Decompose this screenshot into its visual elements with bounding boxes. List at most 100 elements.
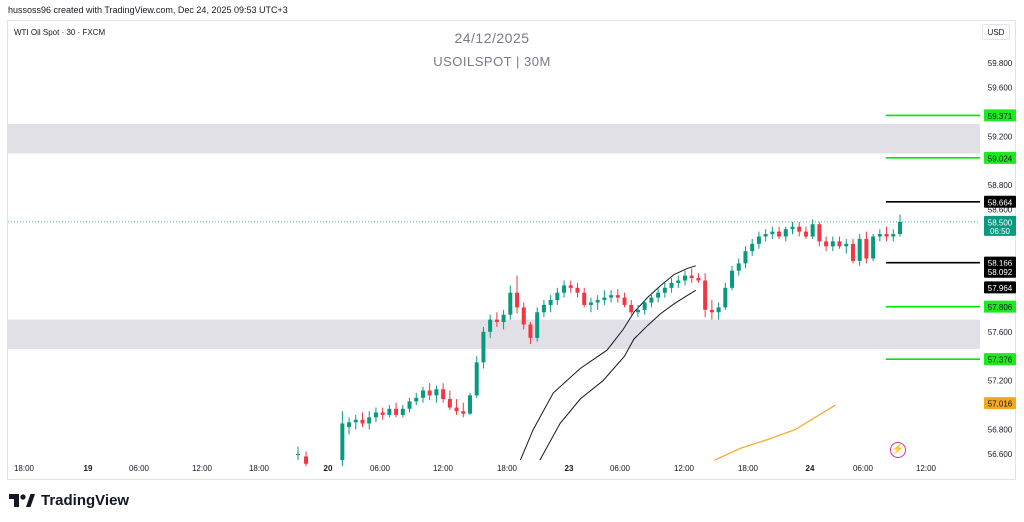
candle-body [394, 408, 399, 415]
candle-body [703, 280, 708, 310]
candle-body [427, 390, 432, 396]
candle-body [454, 407, 459, 412]
level-label: 58.166 [988, 259, 1013, 268]
y-tick-label: 57.600 [988, 328, 1013, 337]
candle-body [468, 395, 472, 414]
candle-body [595, 300, 600, 303]
candle-body [420, 390, 425, 398]
level-tag [984, 151, 1016, 164]
candle-body [857, 238, 862, 261]
axis-price-label: 58.092 [988, 268, 1013, 277]
candle-body [461, 411, 466, 414]
candle-body [824, 241, 829, 247]
candle-body [387, 408, 392, 415]
x-tick-label: 18:00 [497, 464, 518, 473]
candle-body [783, 229, 788, 237]
candle-body [850, 243, 855, 261]
tradingview-logo[interactable]: TradingView [9, 490, 129, 510]
candle-body [575, 287, 580, 293]
candle-body [770, 231, 775, 235]
x-tick-label: 06:00 [853, 464, 874, 473]
candle-body [730, 270, 735, 288]
candle-body [871, 236, 876, 259]
candle-body [447, 399, 452, 408]
level-label: 59.024 [988, 154, 1013, 163]
level-label: 58.664 [988, 198, 1013, 207]
flash-icon[interactable]: ⚡ [890, 442, 906, 458]
candle-body [373, 412, 378, 418]
candle-body [380, 412, 385, 415]
candle-body [844, 243, 849, 247]
candle-body [568, 285, 573, 288]
candle-body [304, 456, 309, 464]
candle-body [535, 312, 540, 338]
candle-body [548, 300, 553, 305]
price-chart[interactable]: 59.371 59.024 58.664 58.166 57.806 57.376 59.8… [8, 21, 1017, 481]
candle-body [635, 309, 640, 313]
candle-body [555, 292, 560, 301]
x-tick-label: 23 [565, 464, 574, 473]
candle-body [367, 417, 372, 424]
x-tick-label: 12:00 [916, 464, 937, 473]
candle-body [488, 319, 493, 332]
candle-body [521, 307, 526, 325]
candle-body [662, 287, 667, 293]
candle-body [588, 302, 593, 305]
x-tick-label: 20 [324, 464, 333, 473]
candle-body [898, 221, 902, 235]
candle-body [777, 231, 782, 237]
chart-frame[interactable]: 59.371 59.024 58.664 58.166 57.806 57.376 59.8… [7, 20, 1016, 480]
level-tag [984, 300, 1016, 313]
axis-price-label: 58.500 [988, 218, 1013, 227]
candle-body [817, 224, 822, 242]
candle-body [501, 314, 506, 323]
axis-price-tag [984, 397, 1016, 410]
candle-body [629, 304, 634, 313]
symbol-title: USOILSPOT | 30M [433, 54, 551, 69]
brand-name: TradingView [41, 491, 130, 509]
candle-body [541, 304, 546, 313]
moving-average-upper [519, 265, 696, 461]
axis-price-label: 57.016 [988, 400, 1013, 409]
sr-zone [8, 319, 980, 349]
candle-body [790, 226, 795, 230]
candle-body [360, 419, 365, 424]
level-tag [984, 195, 1016, 208]
candle-body [414, 397, 419, 402]
candle-body [474, 362, 479, 396]
candle-body [642, 302, 647, 310]
level-label: 57.376 [988, 356, 1013, 365]
y-tick-label: 58.800 [988, 181, 1013, 190]
chart-credit: hussoss96 created with TradingView.com, … [8, 5, 288, 15]
y-tick-label: 57.200 [988, 377, 1013, 386]
y-tick-label: 59.800 [988, 59, 1013, 68]
candle-body [656, 292, 661, 298]
candle-body [528, 324, 533, 338]
x-tick-label: 06:00 [129, 464, 150, 473]
candle-body [622, 297, 627, 305]
candle-body [562, 285, 567, 293]
candle-body [689, 275, 694, 279]
axis-price-tag [984, 281, 1016, 294]
level-tag [984, 256, 1016, 269]
candle-body [400, 408, 405, 415]
level-label: 57.806 [988, 303, 1013, 312]
x-tick-label: 12:00 [192, 464, 213, 473]
candle-body [743, 251, 748, 264]
candle-body [508, 292, 513, 315]
candle-body [810, 224, 815, 237]
date-title: 24/12/2025 [454, 30, 530, 46]
candle-body [676, 280, 681, 283]
x-tick-label: 18:00 [738, 464, 759, 473]
currency-button[interactable]: USD [982, 24, 1010, 40]
axis-price-tag [984, 265, 1016, 278]
candle-body [756, 236, 761, 244]
x-tick-label: 12:00 [433, 464, 454, 473]
candle-body [864, 238, 869, 259]
candle-body [407, 401, 412, 409]
y-tick-label: 56.800 [988, 426, 1013, 435]
candle-body [296, 454, 300, 455]
moving-average-orange [714, 404, 836, 461]
candle-body [649, 297, 654, 303]
y-tick-label: 59.200 [988, 132, 1013, 141]
